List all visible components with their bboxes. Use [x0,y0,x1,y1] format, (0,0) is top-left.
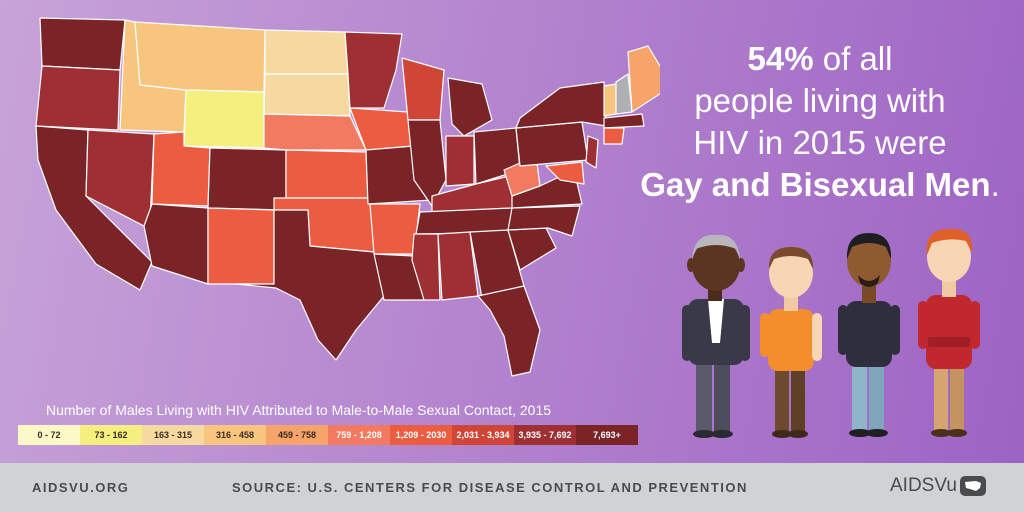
state-arizona [143,203,209,285]
legend-color-scale: 0 - 72 73 - 162 163 - 315 316 - 458 459 - 75… [18,425,638,445]
footer-site-link[interactable]: AIDSVU.ORG [32,480,130,495]
state-maine [627,45,660,113]
headline-line3: HIV in 2015 were [693,124,947,161]
state-new-york [515,81,607,129]
state-montana [134,21,266,93]
state-illinois [407,119,447,207]
state-nebraska [263,113,367,151]
state-michigan [447,77,493,137]
legend-bin: 459 - 758 [266,425,328,445]
state-wisconsin [401,57,445,121]
state-maryland [545,161,585,185]
state-massachusetts [603,113,645,129]
legend-bin: 163 - 315 [142,425,204,445]
footer-bar: AIDSVU.ORG SOURCE: U.S. CENTERS FOR DISE… [0,463,1024,512]
state-oregon [35,65,121,131]
man-beard-dark-sweater [838,233,900,437]
state-north-dakota [264,29,349,75]
headline-line1: of all [813,40,893,77]
state-new-mexico [207,207,275,285]
legend-bin: 2,031 - 3,934 [452,425,514,445]
legend-bin: 0 - 72 [18,425,80,445]
legend-bin: 316 - 458 [204,425,266,445]
state-texas [235,209,385,361]
state-mississippi [411,233,441,301]
logo-text: AIDSVu [890,475,957,496]
us-choropleth-map [35,17,660,377]
headline: 54% of all people living with HIV in 201… [620,38,1020,206]
man-gray-hair-suit [682,234,750,438]
state-pennsylvania [515,121,589,167]
state-washington [39,17,126,71]
state-indiana [445,135,475,187]
us-map-icon [959,476,986,496]
state-wyoming [183,89,265,149]
state-florida [477,285,541,377]
state-new-jersey [585,135,599,169]
aidsvu-logo[interactable]: AIDSVu [890,475,986,497]
headline-percent: 54% [747,40,814,77]
legend-bin: 759 - 1,208 [328,425,390,445]
man-orange-shirt [760,247,822,438]
men-illustration [682,228,980,438]
legend-bin: 3,935 - 7,692 [514,425,576,445]
legend-bin: 1,209 - 2030 [390,425,452,445]
legend-bin: 7,693+ [576,425,638,445]
legend-title: Number of Males Living with HIV Attribut… [46,402,552,418]
headline-line2: people living with [694,82,946,119]
headline-emphasis: Gay and Bisexual Men [640,166,991,203]
state-connecticut [603,127,625,145]
state-south-dakota [263,73,351,117]
state-kansas [285,149,369,199]
state-vermont [603,83,617,117]
man-red-hair [918,228,980,437]
legend-bin: 73 - 162 [80,425,142,445]
footer-source: SOURCE: U.S. CENTERS FOR DISEASE CONTROL… [232,480,748,495]
state-north-carolina [507,205,581,237]
state-minnesota [344,31,403,109]
headline-period: . [990,166,1000,203]
